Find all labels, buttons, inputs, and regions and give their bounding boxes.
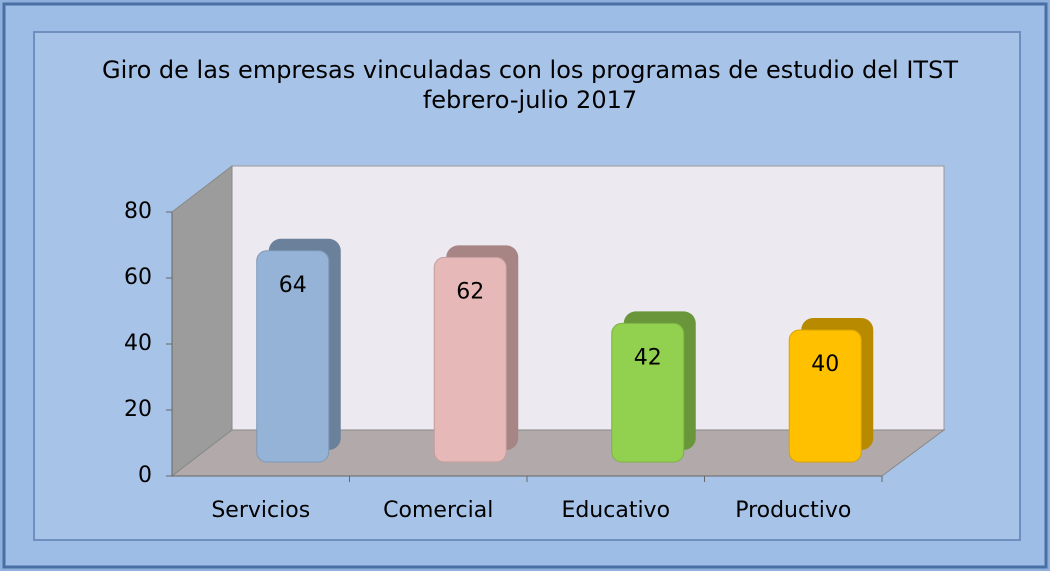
- bar: [256, 250, 330, 463]
- chart-title-block: Giro de las empresas vinculadas con los …: [80, 55, 980, 115]
- value-label: 64: [279, 273, 307, 298]
- y-tick-label: 80: [124, 199, 152, 224]
- y-tick-label: 60: [124, 265, 152, 290]
- bar: [788, 329, 862, 463]
- x-tick-label: Productivo: [735, 498, 851, 523]
- y-tick-label: 40: [124, 331, 152, 356]
- x-tick-label: Comercial: [383, 498, 493, 523]
- chart-subtitle: febrero-julio 2017: [422, 86, 638, 114]
- y-tick-label: 0: [138, 463, 152, 488]
- value-label: 42: [634, 345, 662, 370]
- bar: [611, 322, 685, 463]
- side-wall: [171, 164, 233, 478]
- x-tick-label: Educativo: [561, 498, 670, 523]
- x-tick-label: Servicios: [211, 498, 310, 523]
- y-tick-label: 20: [124, 397, 152, 422]
- value-label: 40: [811, 352, 839, 377]
- chart-title: Giro de las empresas vinculadas con los …: [102, 56, 958, 84]
- value-label: 62: [456, 279, 484, 304]
- bar: [433, 256, 507, 463]
